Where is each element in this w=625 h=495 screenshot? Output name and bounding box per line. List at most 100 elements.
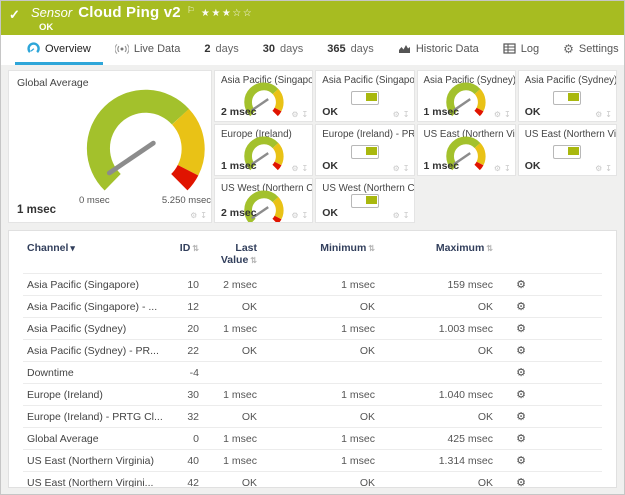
panel-pin-icon[interactable]: ↧ [402, 164, 410, 173]
tab-historic-data[interactable]: Historic Data [386, 35, 491, 65]
channel-settings-gear-icon[interactable]: ⚙ [516, 411, 526, 423]
channel-name: Europe (Ireland) - PRTG Cl... [23, 405, 171, 428]
panel-pin-icon[interactable]: ↧ [301, 211, 309, 220]
status-toggle-indicator [350, 91, 379, 105]
tab-2-days[interactable]: 2 days [204, 42, 239, 55]
channel-minimum: OK [261, 339, 379, 362]
panel-pin-icon[interactable]: ↧ [504, 110, 511, 119]
tab-overview[interactable]: Overview [15, 35, 103, 65]
panel-gear-icon[interactable]: ⚙ [190, 211, 198, 220]
tab-bar: Overview Live Data 2 days 30 days 365 da… [1, 35, 624, 65]
object-kind-label: Sensor [31, 5, 73, 20]
panel-value: OK [524, 160, 541, 172]
column-header-maximum[interactable]: Maximum ⇅ [435, 242, 493, 254]
channel-settings-gear-icon[interactable]: ⚙ [516, 323, 526, 335]
panel-title: Global Average [17, 77, 89, 89]
channel-name: Asia Pacific (Sydney) [23, 317, 171, 340]
panel-gear-icon[interactable]: ⚙ [291, 110, 299, 119]
panel-gear-icon[interactable]: ⚙ [291, 164, 299, 173]
tab-settings-label: Settings [578, 42, 619, 55]
dropdown-arrow-icon: ▾ [70, 243, 75, 253]
panel-us-east-northern-virginia-prtg: US East (Northern Virginia) - ... OK ⚙↧ [517, 124, 617, 176]
channel-settings-gear-icon[interactable]: ⚙ [516, 389, 526, 401]
status-toggle-indicator [350, 194, 379, 208]
channel-name: US East (Northern Virgini... [23, 471, 171, 487]
panel-pin-icon[interactable]: ↧ [605, 110, 612, 119]
channel-minimum: OK [261, 295, 379, 318]
panel-europe-ireland: Europe (Ireland) 1 msec ⚙ ↧ [214, 124, 314, 176]
global-gauge [86, 89, 205, 191]
channel-settings-gear-icon[interactable]: ⚙ [516, 433, 526, 445]
tab-historic-data-label: Historic Data [415, 42, 479, 55]
gauge-scale-max: 5.250 msec [161, 195, 211, 206]
panel-gear-icon[interactable]: ⚙ [595, 164, 603, 173]
channel-last-value: 1 msec [203, 449, 261, 472]
tab-live-data-label: Live Data [133, 42, 181, 55]
panel-title: US West (Northern California) [221, 183, 312, 194]
table-row: Europe (Ireland) - PRTG Cl... 32 OK OK O… [23, 405, 602, 428]
channel-minimum [261, 361, 379, 384]
panel-global-average: Global Average 0 msec 5.250 msec 1 msec … [8, 70, 212, 223]
channel-settings-gear-icon[interactable]: ⚙ [516, 477, 526, 488]
column-header-minimum[interactable]: Minimum ⇅ [320, 242, 375, 254]
panel-value: OK [322, 106, 338, 118]
tab-live-data[interactable]: Live Data [103, 35, 192, 65]
channel-minimum: OK [261, 471, 379, 487]
flag-icon[interactable]: ⚐ [186, 5, 195, 15]
channel-settings-gear-icon[interactable]: ⚙ [516, 279, 526, 291]
channel-id: 30 [171, 383, 203, 406]
panel-gear-icon[interactable]: ⚙ [392, 211, 400, 220]
channel-name: Asia Pacific (Sydney) - PR... [23, 339, 171, 362]
tab-log[interactable]: Log [491, 35, 551, 65]
panel-gear-icon[interactable]: ⚙ [392, 164, 400, 173]
column-header-filler [545, 233, 602, 274]
table-row: Asia Pacific (Sydney) - PR... 22 OK OK O… [23, 339, 602, 362]
channel-table: Channel ▾ ID ⇅ Last Value ⇅ Minimum ⇅ Maximu… [23, 233, 602, 488]
panel-pin-icon[interactable]: ↧ [402, 110, 410, 119]
channel-minimum: 1 msec [261, 317, 379, 340]
panel-value: OK [322, 207, 338, 219]
tab-settings[interactable]: ⚙ Settings [551, 35, 624, 65]
channel-maximum: OK [379, 339, 497, 362]
tab-365-days[interactable]: 365 days [327, 42, 374, 55]
panel-pin-icon[interactable]: ↧ [504, 164, 511, 173]
table-row: Global Average 0 1 msec 1 msec 425 msec … [23, 427, 602, 450]
toggle-knob [365, 147, 377, 155]
channel-settings-gear-icon[interactable]: ⚙ [516, 455, 526, 467]
channel-gauge [446, 82, 486, 117]
panel-gear-icon[interactable]: ⚙ [291, 211, 299, 220]
panel-pin-icon[interactable]: ↧ [402, 211, 410, 220]
panel-gear-icon[interactable]: ⚙ [493, 110, 502, 119]
panel-gear-icon[interactable]: ⚙ [493, 164, 502, 173]
panel-pin-icon[interactable]: ↧ [301, 110, 309, 119]
channel-gauge [243, 82, 284, 117]
channel-settings-gear-icon[interactable]: ⚙ [516, 301, 526, 313]
panel-gear-icon[interactable]: ⚙ [595, 110, 603, 119]
gauge-icon [27, 42, 40, 53]
channel-settings-gear-icon[interactable]: ⚙ [516, 367, 526, 379]
log-table-icon [503, 43, 516, 54]
panel-pin-icon[interactable]: ↧ [200, 211, 207, 220]
panel-value: 1 msec [423, 160, 460, 172]
sort-icon: ⇅ [368, 244, 375, 253]
panel-title: Europe (Ireland) [221, 129, 292, 140]
channel-last-value: 1 msec [203, 317, 261, 340]
panel-pin-icon[interactable]: ↧ [301, 164, 309, 173]
panel-title: US East (Northern Virginia) - ... [524, 129, 616, 140]
sort-icon: ⇅ [192, 244, 199, 253]
column-header-actions [497, 233, 545, 274]
toggle-knob [568, 147, 580, 155]
table-row: US East (Northern Virgini... 42 OK OK OK… [23, 471, 602, 488]
panel-gear-icon[interactable]: ⚙ [392, 110, 400, 119]
column-header-last-value[interactable]: Last Value ⇅ [220, 242, 257, 266]
table-header-row: Channel ▾ ID ⇅ Last Value ⇅ Minimum ⇅ Maximu… [23, 233, 602, 274]
column-header-channel[interactable]: Channel ▾ [27, 242, 75, 254]
channel-settings-gear-icon[interactable]: ⚙ [516, 345, 526, 357]
tab-30-days[interactable]: 30 days [262, 42, 304, 55]
channel-gauge [243, 190, 284, 222]
empty-grid-cell [417, 178, 516, 223]
column-header-id[interactable]: ID ⇅ [179, 242, 199, 254]
priority-stars[interactable]: ★★★☆☆ [200, 8, 254, 19]
panel-pin-icon[interactable]: ↧ [605, 164, 612, 173]
